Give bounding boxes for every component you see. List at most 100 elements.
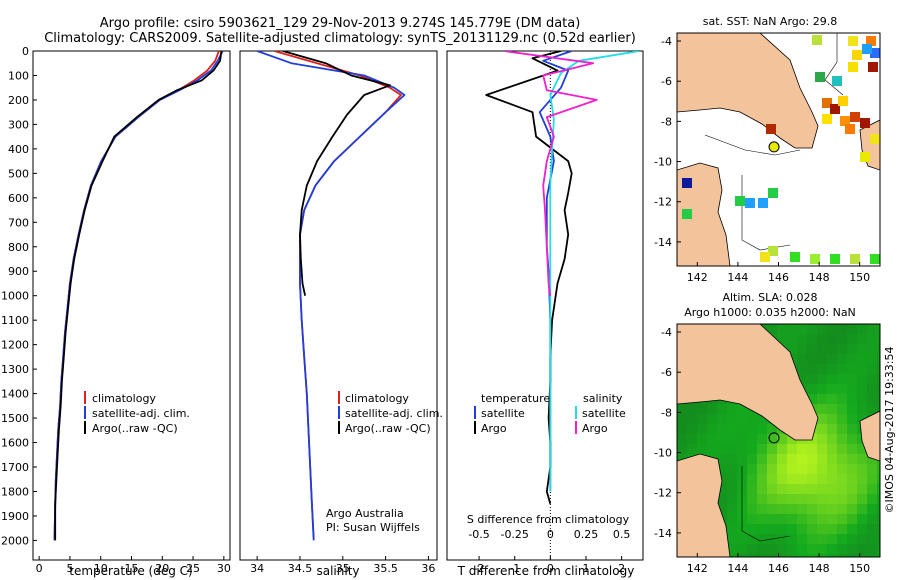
sla-cell — [747, 534, 757, 544]
sla-cell — [767, 514, 777, 524]
sla-cell — [797, 354, 807, 364]
sla-cell — [747, 554, 757, 557]
sla-cell — [747, 464, 757, 474]
sla-cell — [777, 444, 787, 454]
sla-cell — [767, 554, 777, 557]
depth-tick-label: 1800 — [1, 485, 29, 498]
sst-cell — [760, 252, 770, 262]
sla-cell — [767, 494, 777, 504]
series-line-argo-raw-qc — [54, 51, 223, 541]
sla-cell — [777, 554, 787, 557]
sla-cell — [877, 354, 880, 364]
sla-cell — [827, 394, 837, 404]
sla-cell — [817, 424, 827, 434]
sla-cell — [857, 474, 867, 484]
map-y-tick-label: -12 — [654, 196, 672, 209]
sla-cell — [707, 414, 717, 424]
sla-cell — [817, 514, 827, 524]
sla-cell — [797, 544, 807, 554]
sla-cell — [717, 454, 727, 464]
sla-cell — [847, 464, 857, 474]
temperature-legend: climatology satellite-adj. clim. Argo(..… — [84, 391, 190, 435]
map-x-tick-label: 144 — [727, 562, 748, 575]
sla-cell — [807, 384, 817, 394]
sla-cell — [847, 384, 857, 394]
series-line-s-argo — [503, 51, 598, 296]
sla-cell — [697, 424, 707, 434]
sla-cell — [817, 394, 827, 404]
sla-cell — [737, 424, 747, 434]
temperature-lines — [53, 51, 224, 541]
sla-cell — [687, 404, 697, 414]
sla-cell — [737, 414, 747, 424]
sla-cell — [787, 504, 797, 514]
sla-cell — [877, 364, 880, 374]
x-tick-label: 1 — [582, 562, 589, 575]
sla-cell — [837, 454, 847, 464]
x-tick-label: 34 — [250, 562, 264, 575]
sla-cell — [817, 544, 827, 554]
sst-map: sat. SST: NaN Argo: 29.8 142 144 146 148 150… — [654, 15, 881, 284]
sla-cell — [827, 494, 837, 504]
sla-cell — [797, 464, 807, 474]
sla-cell — [797, 474, 807, 484]
sla-cell — [777, 534, 787, 544]
sla-cell — [757, 424, 767, 434]
salinity-lines — [256, 51, 406, 541]
sla-cell — [807, 334, 817, 344]
sst-cell — [840, 116, 850, 126]
sla-cell — [787, 344, 797, 354]
sla-cell — [877, 504, 880, 514]
sst-cell — [822, 98, 832, 108]
sla-cell — [797, 554, 807, 557]
sla-cell — [747, 494, 757, 504]
s-difference-label: S difference from climatology — [467, 513, 630, 526]
sla-cell — [727, 524, 737, 534]
sla-cell — [847, 534, 857, 544]
sla-cell — [847, 354, 857, 364]
sla-cell — [687, 444, 697, 454]
sla-cell — [867, 454, 877, 464]
map-x-tick-label: 142 — [687, 562, 708, 575]
sla-cell — [767, 474, 777, 484]
sla-cell — [877, 534, 880, 544]
depth-tick-label: 1000 — [1, 290, 29, 303]
sla-cell — [837, 444, 847, 454]
sla-cell — [807, 494, 817, 504]
depth-tick-label: 500 — [8, 167, 29, 180]
sla-cell — [827, 354, 837, 364]
sla-cell — [727, 424, 737, 434]
sla-cell — [777, 324, 787, 334]
sla-cell — [757, 414, 767, 424]
sla-cell — [797, 324, 807, 334]
sla-cell — [847, 544, 857, 554]
salinity-legend: climatology satellite-adj. clim. Argo(..… — [338, 391, 443, 435]
legend-label-climatology: climatology — [92, 392, 156, 405]
sla-cell — [797, 374, 807, 384]
sla-cell — [837, 394, 847, 404]
sla-cell — [697, 444, 707, 454]
sla-cell — [677, 444, 687, 454]
depth-tick-label: 600 — [8, 192, 29, 205]
depth-tick-label: 400 — [8, 143, 29, 156]
map-y-tick-label: -14 — [654, 527, 672, 540]
sla-cell — [827, 414, 837, 424]
sla-cell — [817, 454, 827, 464]
sla-cell — [857, 454, 867, 464]
sla-cell — [727, 404, 737, 414]
sla-cell — [767, 544, 777, 554]
bathymetry-contour — [741, 466, 791, 542]
sla-cell — [857, 524, 867, 534]
sla-cell — [677, 404, 687, 414]
sla-cell — [787, 524, 797, 534]
sla-cell — [877, 334, 880, 344]
sla-cell — [827, 384, 837, 394]
sla-cell — [847, 554, 857, 557]
sla-cell — [867, 544, 877, 554]
sla-cell — [787, 554, 797, 557]
sla-cell — [847, 514, 857, 524]
sla-cell — [817, 324, 827, 334]
sla-cell — [687, 424, 697, 434]
sla-cell — [877, 474, 880, 484]
